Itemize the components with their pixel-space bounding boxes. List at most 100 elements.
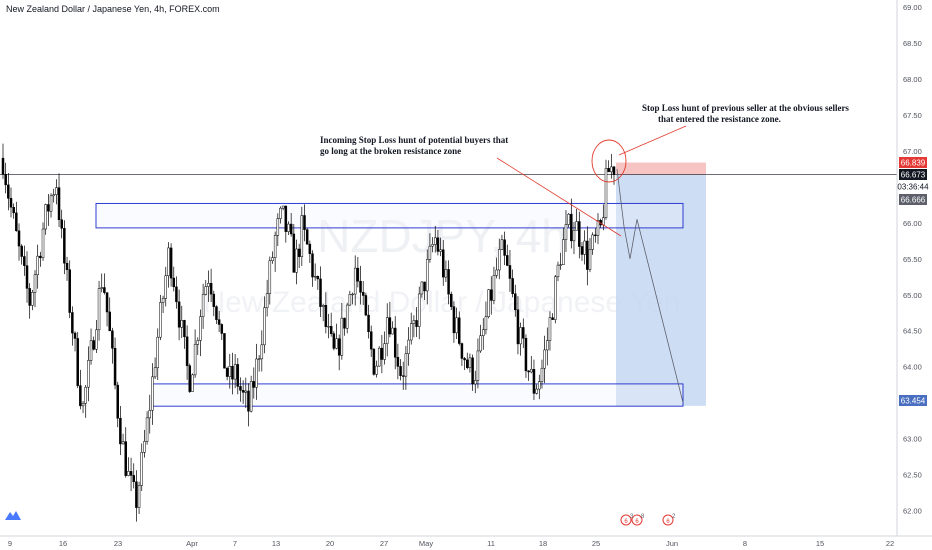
- candles: [1, 143, 616, 522]
- candle-body: [180, 320, 184, 328]
- candle: [295, 239, 298, 285]
- candle-body: [503, 239, 506, 256]
- candle-body: [538, 381, 541, 390]
- candle: [47, 194, 50, 226]
- candle-body: [415, 320, 418, 327]
- price-axis[interactable]: 62.0062.5063.0063.5064.0064.5065.0065.50…: [896, 0, 922, 536]
- candle: [228, 353, 232, 389]
- candle: [132, 463, 135, 489]
- candle-body: [252, 381, 256, 388]
- candle: [452, 301, 456, 343]
- candle-body: [124, 441, 127, 476]
- candle: [444, 260, 448, 283]
- candle: [487, 289, 490, 319]
- event-count: 2: [672, 514, 676, 520]
- drawings[interactable]: [496, 125, 687, 403]
- event-markers[interactable]: 6 6 6 3 8 2: [620, 514, 676, 526]
- buyers-annotation-pointer: [496, 157, 622, 237]
- candle: [433, 225, 437, 253]
- candle-body: [482, 329, 485, 336]
- candle-body: [217, 319, 221, 325]
- candle-body: [297, 248, 301, 257]
- candle-body: [607, 168, 610, 173]
- tradingview-logo-icon[interactable]: [4, 508, 22, 522]
- candle-body: [89, 340, 93, 361]
- stop-loss-area: [616, 162, 706, 175]
- candle-body: [313, 276, 317, 278]
- sellers-annotation-line1: Stop Loss hunt of previous seller at the…: [642, 103, 849, 113]
- candle: [586, 226, 589, 286]
- candle: [55, 179, 58, 205]
- event-marker[interactable]: 6: [662, 514, 674, 526]
- candle: [148, 394, 151, 434]
- candle: [431, 237, 434, 253]
- candle-body: [129, 471, 133, 476]
- candle-body: [610, 166, 613, 173]
- candle: [159, 294, 162, 341]
- candle: [79, 369, 82, 410]
- candle: [428, 233, 432, 263]
- price-tick-label: 65.50: [903, 255, 922, 264]
- candle-body: [530, 369, 533, 373]
- candle-body: [113, 348, 117, 386]
- candle: [215, 305, 218, 324]
- candle-body: [44, 204, 47, 230]
- candle: [388, 301, 392, 338]
- candle: [87, 346, 90, 402]
- candle-body: [436, 237, 440, 252]
- candle: [540, 359, 544, 389]
- candle: [137, 481, 141, 515]
- candle-body: [543, 349, 546, 369]
- candle-body: [351, 293, 354, 296]
- time-tick-label: 25: [592, 539, 600, 548]
- candle-body: [602, 217, 605, 226]
- candle-body: [508, 265, 512, 279]
- candle: [572, 222, 576, 255]
- candle: [185, 325, 189, 380]
- candle: [113, 337, 117, 390]
- candle-body: [535, 388, 538, 394]
- zones[interactable]: [95, 202, 684, 407]
- watermark-name: New Zealand Dollar / Japanese Yen: [204, 286, 681, 319]
- candle-body: [498, 249, 501, 271]
- candle: [423, 281, 426, 301]
- candle-body: [514, 293, 517, 311]
- position-tool[interactable]: [0, 162, 897, 406]
- time-axis[interactable]: 9 16 23 Apr 7 13 20 27 May 11 18 25 Jun 8 15 22: [0, 535, 932, 548]
- candle: [212, 290, 216, 317]
- candle: [169, 243, 173, 287]
- time-tick-label: 9: [8, 539, 12, 548]
- buyers-annotation-line1: Incoming Stop Loss hunt of potential buy…: [320, 135, 508, 145]
- countdown-label: 03:36:44: [897, 181, 929, 192]
- candle-body: [441, 249, 445, 278]
- candle: [554, 275, 557, 324]
- candle: [396, 343, 400, 380]
- candle-body: [527, 370, 530, 373]
- event-marker[interactable]: 6: [631, 514, 643, 526]
- candle-body: [65, 262, 69, 270]
- candle: [556, 261, 560, 282]
- candle: [81, 400, 85, 414]
- candle-body: [468, 357, 472, 368]
- candle: [260, 330, 264, 372]
- candle-body: [420, 281, 424, 295]
- candle: [359, 265, 362, 305]
- candle: [441, 240, 445, 286]
- candle: [199, 309, 202, 357]
- event-marker[interactable]: 6: [620, 514, 632, 526]
- candle: [124, 427, 127, 478]
- candle-body: [375, 365, 378, 375]
- candle-body: [159, 302, 162, 338]
- candle: [233, 353, 237, 389]
- candle-body: [444, 269, 448, 278]
- svg-text:66.666: 66.666: [901, 196, 926, 205]
- candle-body: [546, 340, 549, 351]
- candle-body: [433, 237, 437, 245]
- candle: [356, 257, 360, 288]
- candle-body: [567, 213, 570, 225]
- sellers-annotation-pointer: [618, 125, 687, 156]
- candle-body: [36, 255, 39, 275]
- candle: [327, 313, 330, 339]
- candle: [135, 470, 138, 522]
